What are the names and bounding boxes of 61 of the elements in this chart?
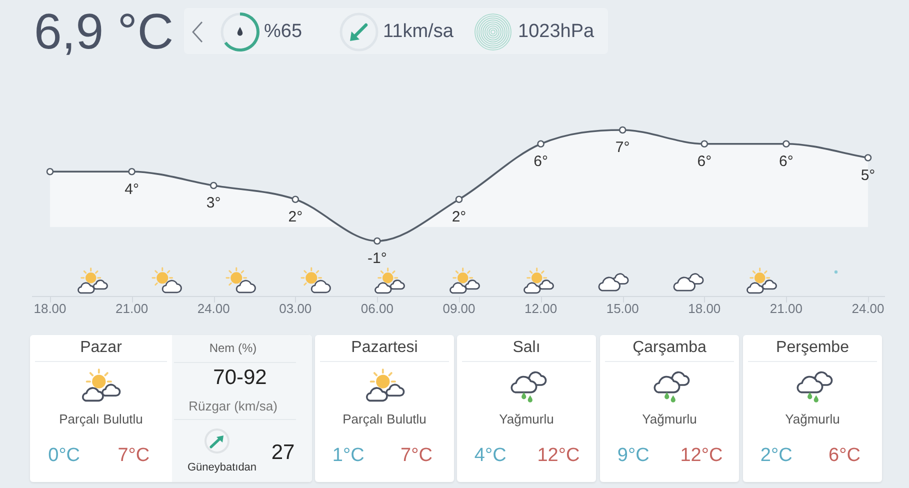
text: Pazartesi <box>351 338 418 358</box>
x-tick-label: 06.00 <box>360 301 394 316</box>
x-tick-label: 18.00 <box>688 301 721 316</box>
point <box>537 140 544 148</box>
point <box>46 168 54 176</box>
text: 12°C <box>537 445 580 467</box>
data-label: 2° <box>288 208 303 226</box>
text: 11km/sa <box>383 21 454 43</box>
x-tick-label: 03.00 <box>279 301 312 316</box>
data-label: 5° <box>860 166 876 184</box>
text: 6°C <box>828 445 860 467</box>
text: Rüzgar (km/sa) <box>188 398 278 414</box>
text: Nem (%) <box>209 341 257 356</box>
text: Yağmurlu <box>499 412 554 428</box>
x-tick-label: 21.00 <box>770 301 802 316</box>
x-tick-label: 12.00 <box>524 301 558 316</box>
data-label: 3° <box>206 194 221 212</box>
x-tick-label: 18.00 <box>34 301 66 316</box>
text: 6,9 °C <box>34 3 174 61</box>
text: 1°C <box>332 445 364 467</box>
point <box>782 140 790 148</box>
point <box>700 140 708 148</box>
text: 7°C <box>400 445 432 467</box>
data-label: 4° <box>124 180 139 198</box>
data-label: 6° <box>697 153 712 170</box>
text: 7°C <box>118 445 150 467</box>
x-tick-label: 09.00 <box>442 301 476 316</box>
x-tick-label: 24.00 <box>197 301 230 316</box>
text: 27 <box>271 440 295 466</box>
text: 1023hPa <box>518 21 594 43</box>
text: %65 <box>264 21 302 43</box>
text: Parçalı Bulutlu <box>59 412 143 428</box>
data-label: -1° <box>368 250 387 268</box>
point <box>210 182 218 190</box>
point <box>374 237 381 245</box>
text: Çarşamba <box>632 338 706 358</box>
point <box>864 154 872 162</box>
x-tick-label: 21.00 <box>116 301 148 316</box>
data-label: 6° <box>779 153 794 170</box>
data-label: 7° <box>615 139 630 156</box>
text: 4°C <box>474 445 506 467</box>
point <box>128 168 136 176</box>
data-label: 2° <box>452 208 466 226</box>
text: Salı <box>512 338 540 358</box>
text: Yağmurlu <box>785 412 840 428</box>
text: Parçalı Bulutlu <box>342 412 426 428</box>
text: 70-92 <box>213 366 267 390</box>
text: 12°C <box>680 445 723 467</box>
text: 0°C <box>48 445 80 467</box>
text: Pazar <box>80 338 122 358</box>
text: 9°C <box>617 445 650 467</box>
data-label: 6° <box>534 153 548 170</box>
x-tick-label: 15.00 <box>606 301 639 316</box>
point <box>455 196 463 204</box>
text: Perşembe <box>776 338 849 358</box>
point <box>618 126 626 134</box>
text: Güneybatıdan <box>187 462 257 474</box>
text: Yağmurlu <box>642 412 697 428</box>
text: 2°C <box>760 445 792 467</box>
x-tick-label: 24.00 <box>852 301 884 316</box>
point <box>292 196 300 204</box>
